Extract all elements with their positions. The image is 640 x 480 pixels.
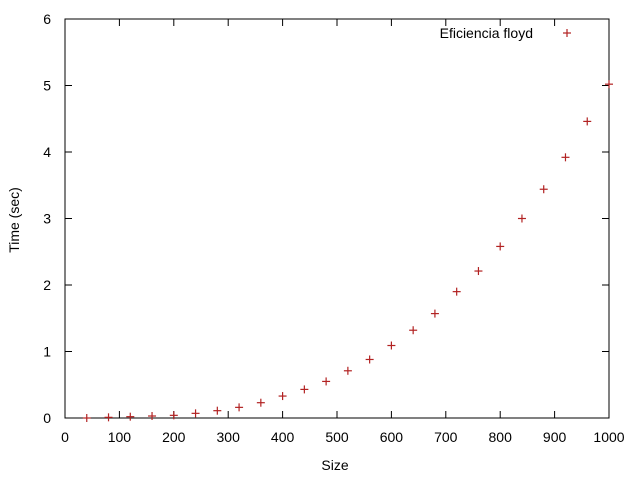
legend-marker-eficiencia-floyd (563, 29, 571, 37)
data-point (561, 153, 570, 162)
data-point (409, 326, 418, 335)
y-tick-label: 3 (43, 211, 51, 227)
data-point (387, 341, 396, 350)
x-tick-label: 800 (489, 429, 513, 445)
y-tick-label: 5 (43, 78, 51, 94)
plot-frame (64, 18, 610, 419)
data-point (126, 412, 135, 421)
x-tick-label: 300 (217, 429, 241, 445)
y-tick-label: 4 (43, 144, 51, 160)
data-point (104, 413, 113, 422)
data-point (300, 385, 309, 394)
x-tick-label: 600 (380, 429, 404, 445)
x-axis-label: Size (321, 457, 348, 473)
x-tick-label: 1000 (593, 429, 624, 445)
data-point (322, 377, 331, 386)
x-tick-label: 100 (108, 429, 132, 445)
y-axis-label: Time (sec) (6, 187, 22, 253)
data-point (517, 214, 526, 223)
y-tick-label: 6 (43, 11, 51, 27)
data-point (191, 409, 200, 418)
data-point (256, 398, 265, 407)
x-tick-label: 200 (162, 429, 186, 445)
data-point (430, 309, 439, 318)
data-point (496, 242, 505, 251)
data-point (343, 366, 352, 375)
data-point (539, 185, 548, 194)
x-tick-label: 900 (543, 429, 567, 445)
y-tick-label: 2 (43, 277, 51, 293)
data-point (148, 412, 157, 421)
data-point (605, 80, 613, 89)
y-tick-label: 0 (43, 410, 51, 426)
legend: Eficiencia floyd (440, 25, 571, 41)
y-tick-label: 1 (43, 344, 51, 360)
data-point (278, 392, 287, 401)
x-tick-label: 500 (325, 429, 349, 445)
x-tick-label: 0 (61, 429, 69, 445)
data-point (82, 414, 91, 422)
x-tick-label: 700 (434, 429, 458, 445)
legend-label-eficiencia-floyd: Eficiencia floyd (440, 25, 533, 41)
data-point (583, 117, 592, 126)
data-point (169, 411, 178, 420)
data-point (235, 403, 244, 412)
data-point (474, 267, 483, 276)
data-point (213, 406, 222, 415)
data-point (452, 287, 461, 296)
data-point (365, 355, 374, 364)
x-tick-label: 400 (271, 429, 295, 445)
